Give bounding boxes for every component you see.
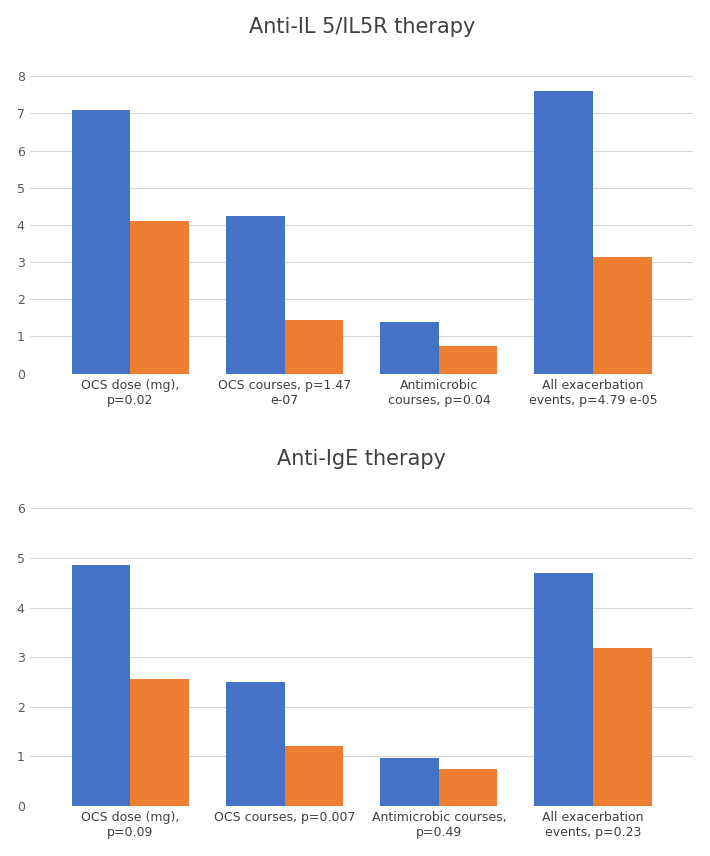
Bar [226, 682, 285, 805]
Bar [131, 221, 189, 373]
Bar [439, 769, 498, 805]
Bar [593, 257, 652, 373]
Title: Anti-IgE therapy: Anti-IgE therapy [278, 449, 447, 469]
Bar [381, 758, 439, 805]
Bar [285, 746, 343, 805]
Bar [226, 216, 285, 373]
Bar [593, 648, 652, 805]
Title: Anti-IL 5/IL5R therapy: Anti-IL 5/IL5R therapy [248, 16, 475, 37]
Bar [381, 322, 439, 373]
Bar [285, 320, 343, 373]
Bar [72, 110, 131, 373]
Bar [535, 91, 593, 373]
Bar [535, 573, 593, 805]
Bar [72, 566, 131, 805]
Bar [439, 346, 498, 373]
Bar [131, 680, 189, 805]
